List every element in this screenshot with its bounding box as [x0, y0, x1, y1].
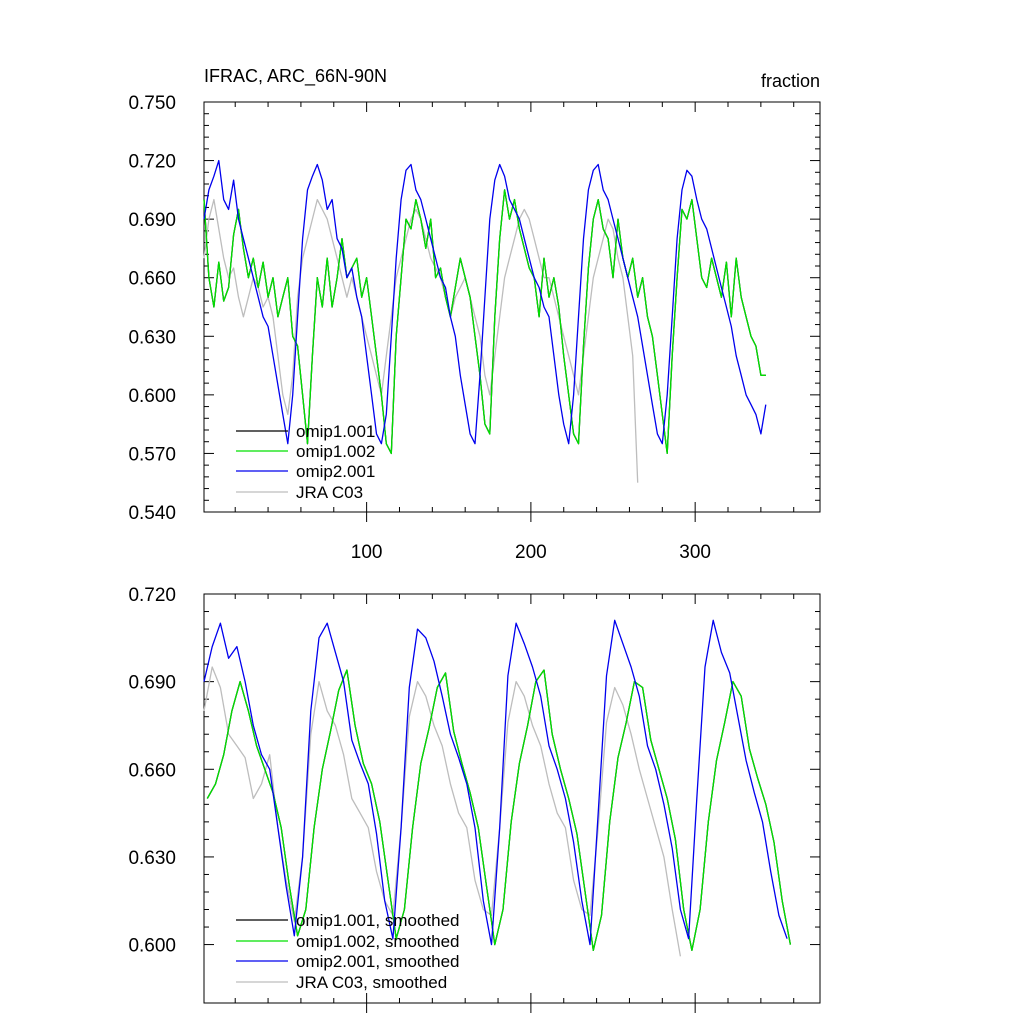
top-xtick-label: 100	[351, 542, 383, 563]
bottom-ytick-label: 0.690	[128, 673, 176, 694]
top-ytick-label: 0.540	[128, 503, 176, 524]
top-plot-frame	[203, 101, 821, 513]
top-xtick-label: 300	[679, 542, 711, 563]
bottom-plot-frame	[203, 593, 821, 1004]
top-ytick-label: 0.720	[128, 152, 176, 173]
top-series-jra-c03	[203, 198, 639, 483]
top-legend-label-omip2-001: omip2.001	[296, 462, 375, 481]
top-panel: IFRAC, ARC_66N-90N fraction 0.5400.5700.…	[128, 66, 821, 563]
bottom-legend-label-omip1-001: omip1.001, smoothed	[296, 911, 460, 930]
bottom-ytick-label: 0.600	[128, 936, 176, 957]
bottom-panel: 0.600 0.630 0.660 0.690 0.720 omip1.001, smo…	[128, 585, 821, 1013]
top-title-left: IFRAC, ARC_66N-90N	[204, 66, 387, 87]
top-series-omip2-001	[203, 159, 767, 445]
top-ytick-label: 0.570	[128, 444, 176, 465]
top-ytick-label: 0.750	[128, 93, 176, 114]
top-series-omip1-002	[203, 189, 766, 455]
top-title-right: fraction	[761, 71, 820, 91]
bottom-legend-label-jra-c03: JRA C03, smoothed	[296, 973, 447, 992]
bottom-series-omip1-001-smoothed	[206, 669, 792, 952]
bottom-series	[203, 619, 792, 957]
top-legend-label-omip1-002: omip1.002	[296, 442, 375, 461]
top-ytick-label: 0.630	[128, 327, 176, 348]
bottom-series-omip2-001-smoothed	[203, 619, 788, 946]
top-legend-label-jra-c03: JRA C03	[296, 483, 363, 502]
bottom-legend-label-omip1-002: omip1.002, smoothed	[296, 932, 460, 951]
bottom-legend: omip1.001, smoothed omip1.002, smoothed …	[236, 911, 460, 992]
top-ytick-label: 0.600	[128, 386, 176, 407]
top-xtick-label: 200	[515, 542, 547, 563]
top-series	[203, 159, 767, 483]
top-ticks: 0.540 0.570 0.600 0.630 0.660 0.690 0.720 0.750…	[128, 93, 820, 563]
top-ytick-label: 0.660	[128, 269, 176, 290]
bottom-legend-label-omip2-001: omip2.001, smoothed	[296, 952, 460, 971]
bottom-ytick-label: 0.630	[128, 848, 176, 869]
bottom-series-omip1-002-smoothed	[206, 669, 792, 952]
top-ytick-label: 0.690	[128, 210, 176, 231]
bottom-ytick-label: 0.660	[128, 760, 176, 781]
top-legend: omip1.001 omip1.002 omip2.001 JRA C03	[236, 422, 375, 502]
bottom-ytick-label: 0.720	[128, 585, 176, 606]
bottom-ticks: 0.600 0.630 0.660 0.690 0.720	[128, 585, 820, 1013]
top-legend-label-omip1-001: omip1.001	[296, 422, 375, 441]
